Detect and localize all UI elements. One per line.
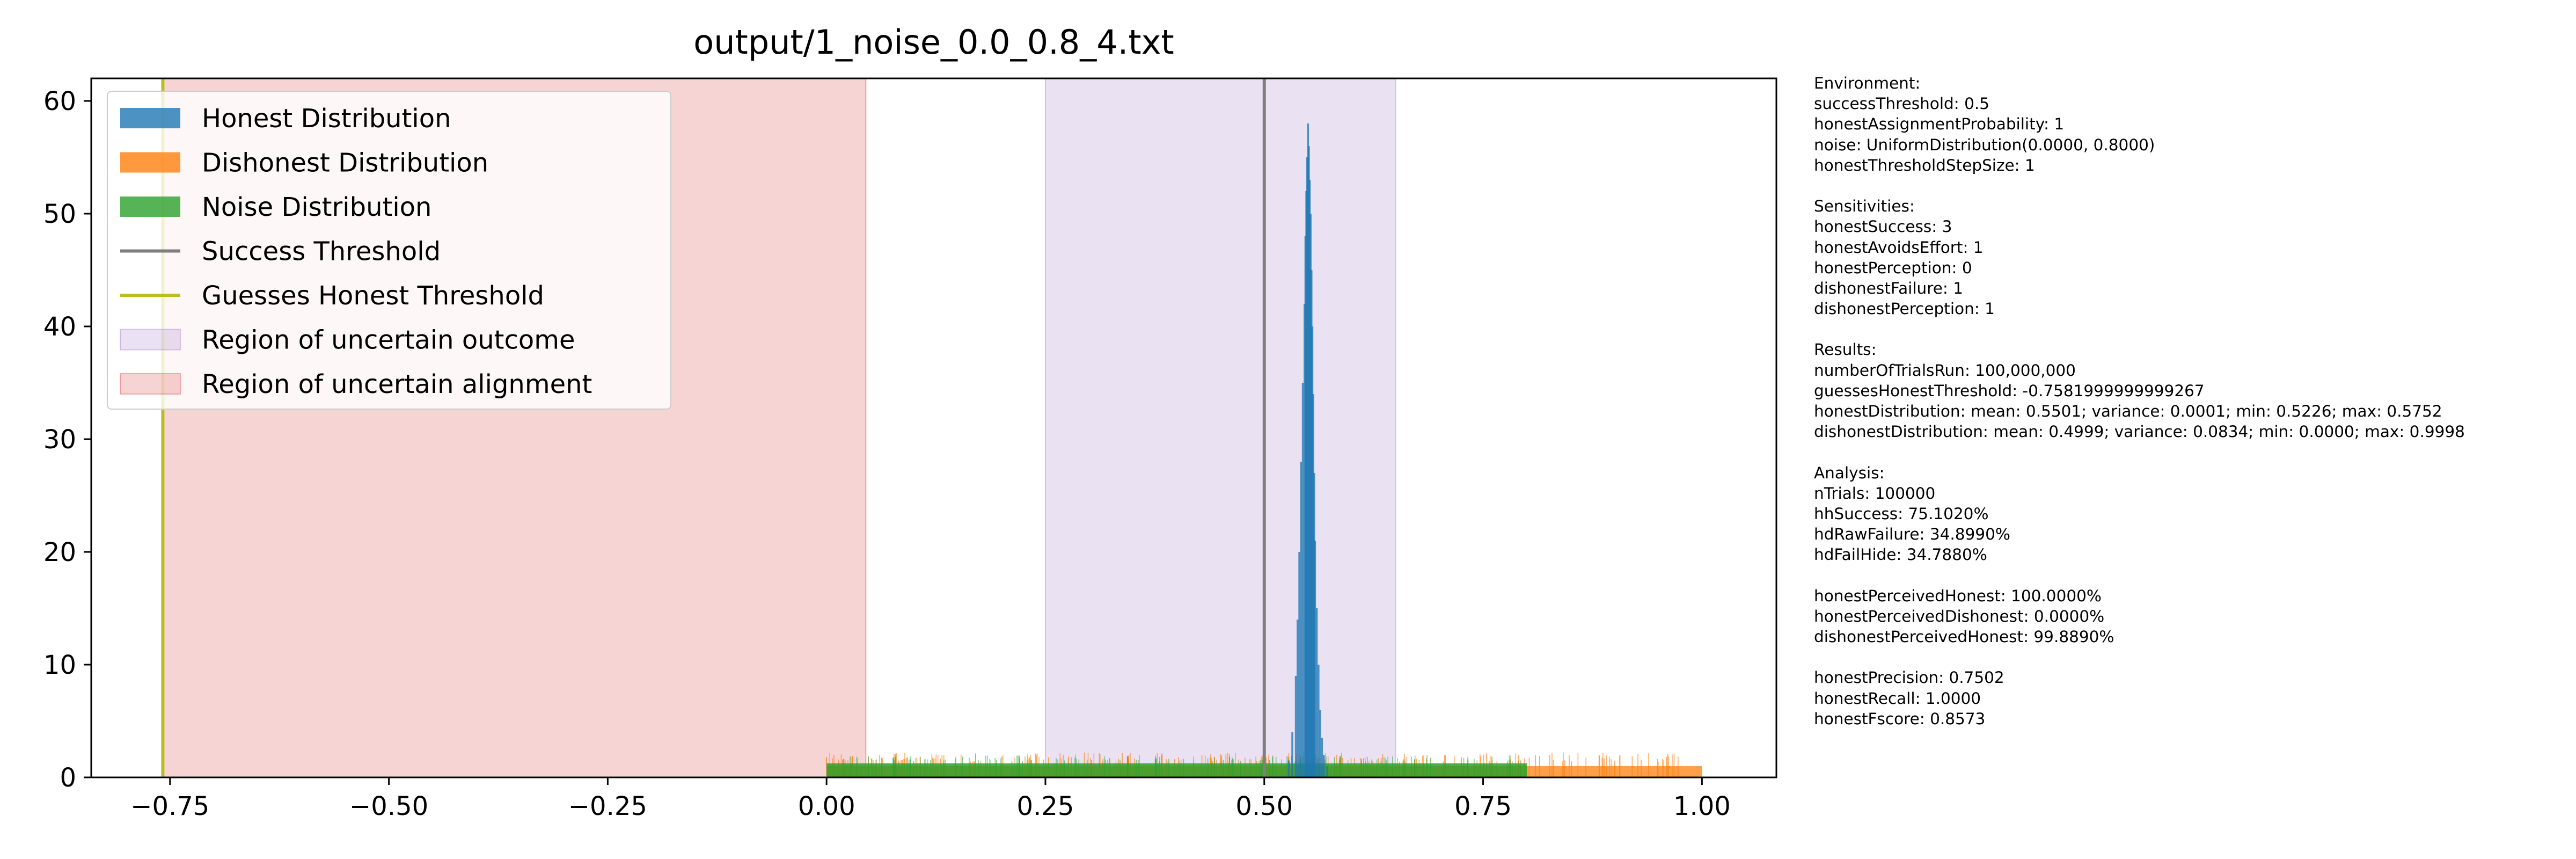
panel-line: hhSuccess: 75.1020% <box>1814 504 1989 523</box>
panel-line: Environment: <box>1814 74 1921 92</box>
panel-line: nTrials: 100000 <box>1814 484 1936 503</box>
y-tick-label: 40 <box>43 312 76 342</box>
panel-line: honestPerceivedDishonest: 0.0000% <box>1814 607 2105 625</box>
panel-line: honestAssignmentProbability: 1 <box>1814 115 2065 134</box>
honest-bar <box>1301 383 1304 777</box>
plot-area: −0.75 −0.50 −0.25 0.00 0.25 0.50 0.75 1.00 0 10 20… <box>43 77 1777 821</box>
panel-line: honestSuccess: 3 <box>1814 217 1952 236</box>
honest-bar <box>1326 766 1328 777</box>
honest-bar <box>1291 732 1293 777</box>
panel-spacer <box>1814 565 2565 586</box>
panel-spacer <box>1814 442 2565 462</box>
honest-bar <box>1319 710 1321 777</box>
legend-label: Region of uncertain outcome <box>202 325 575 355</box>
legend-handle <box>120 196 180 217</box>
panel-line: honestAvoidsEffort: 1 <box>1814 238 1984 257</box>
y-axis: 0 10 20 30 40 50 60 <box>43 86 91 793</box>
panel-spacer <box>1814 319 2565 339</box>
noise-distribution-bars <box>826 763 1527 777</box>
honest-bar <box>1300 462 1302 777</box>
x-tick-label: 0.50 <box>1235 791 1293 821</box>
panel-spacer <box>1814 176 2565 196</box>
legend-label: Success Threshold <box>202 237 441 267</box>
legend-handle <box>120 373 181 395</box>
panel-line: hdFailHide: 34.7880% <box>1814 545 1987 564</box>
panel-line: honestRecall: 1.0000 <box>1814 689 1981 708</box>
panel-line: honestPerception: 0 <box>1814 258 1972 277</box>
y-tick-label: 60 <box>43 86 76 117</box>
histogram-figure: output/1_noise_0.0_0.8_4.txt −0.75 −0.50−… <box>43 23 1777 821</box>
honest-bar <box>1294 676 1297 777</box>
region-of-uncertain-outcome <box>1044 78 1396 778</box>
y-tick-label: 30 <box>43 425 76 455</box>
legend-handle <box>120 108 180 128</box>
legend-label: Region of uncertain alignment <box>202 369 592 399</box>
panel-line: successThreshold: 0.5 <box>1814 94 1990 113</box>
x-tick-label: 0.00 <box>798 791 855 821</box>
honest-bar <box>1287 760 1290 777</box>
honest-bar <box>1298 552 1300 777</box>
legend-handle <box>120 329 181 351</box>
honest-distribution <box>1287 123 1328 777</box>
y-tick-label: 0 <box>60 763 76 793</box>
panel-line: noise: UniformDistribution(0.0000, 0.800… <box>1814 135 2155 154</box>
panel-line: hdRawFailure: 34.8990% <box>1814 525 2010 544</box>
legend-box <box>107 91 671 410</box>
x-axis: −0.75 −0.50 −0.25 0.00 0.25 0.50 0.75 1.00 <box>130 777 1731 821</box>
honest-bar <box>1318 665 1320 777</box>
panel-line: honestThresholdStepSize: 1 <box>1814 156 2035 174</box>
honest-bar <box>1314 541 1316 777</box>
legend-label: Guesses Honest Threshold <box>202 281 544 311</box>
x-tick-label: −0.75 <box>130 791 209 821</box>
legend-label: Noise Distribution <box>202 192 431 222</box>
panel-spacer <box>1814 647 2565 667</box>
x-tick-label: 0.75 <box>1454 791 1512 821</box>
honest-bar <box>1322 755 1325 777</box>
x-tick-label: −0.50 <box>349 791 428 821</box>
panel-line: dishonestPerceivedHonest: 99.8890% <box>1814 628 2114 646</box>
y-tick-label: 20 <box>43 537 76 567</box>
legend: Honest Distribution Dishonest Distributio… <box>107 91 671 410</box>
x-tick-label: −0.25 <box>568 791 647 821</box>
panel-line: dishonestFailure: 1 <box>1814 279 1963 297</box>
y-tick-label: 10 <box>43 650 76 680</box>
statistics-panel: Environment: successThreshold: 0.5 honestA… <box>1814 73 2565 729</box>
axes-frame <box>90 77 1777 778</box>
x-tick-label: 1.00 <box>1673 791 1731 821</box>
honest-bar <box>1297 620 1299 777</box>
panel-line: dishonestDistribution: mean: 0.4999; var… <box>1814 423 2465 441</box>
legend-handle <box>120 152 180 173</box>
legend-label: Dishonest Distribution <box>202 148 488 178</box>
panel-line: honestPerceivedHonest: 100.0000% <box>1814 586 2102 605</box>
legend-label: Honest Distribution <box>202 104 451 134</box>
panel-line: Sensitivities: <box>1814 197 1915 216</box>
honest-bar <box>1321 738 1323 777</box>
panel-line: honestPrecision: 0.7502 <box>1814 668 2004 687</box>
panel-line: honestFscore: 0.8573 <box>1814 709 1986 728</box>
panel-line: Analysis: <box>1814 463 1885 482</box>
x-tick-label: 0.25 <box>1017 791 1074 821</box>
honest-bar <box>1315 608 1318 777</box>
chart-title: output/1_noise_0.0_0.8_4.txt <box>693 23 1174 62</box>
panel-line: numberOfTrialsRun: 100,000,000 <box>1814 361 2076 380</box>
panel-line: dishonestPerception: 1 <box>1814 300 1995 318</box>
panel-line: honestDistribution: mean: 0.5501; varian… <box>1814 402 2442 420</box>
panel-line: guessesHonestThreshold: -0.7581999999999… <box>1814 381 2205 400</box>
panel-line: Results: <box>1814 340 1877 359</box>
y-tick-label: 50 <box>43 199 76 229</box>
